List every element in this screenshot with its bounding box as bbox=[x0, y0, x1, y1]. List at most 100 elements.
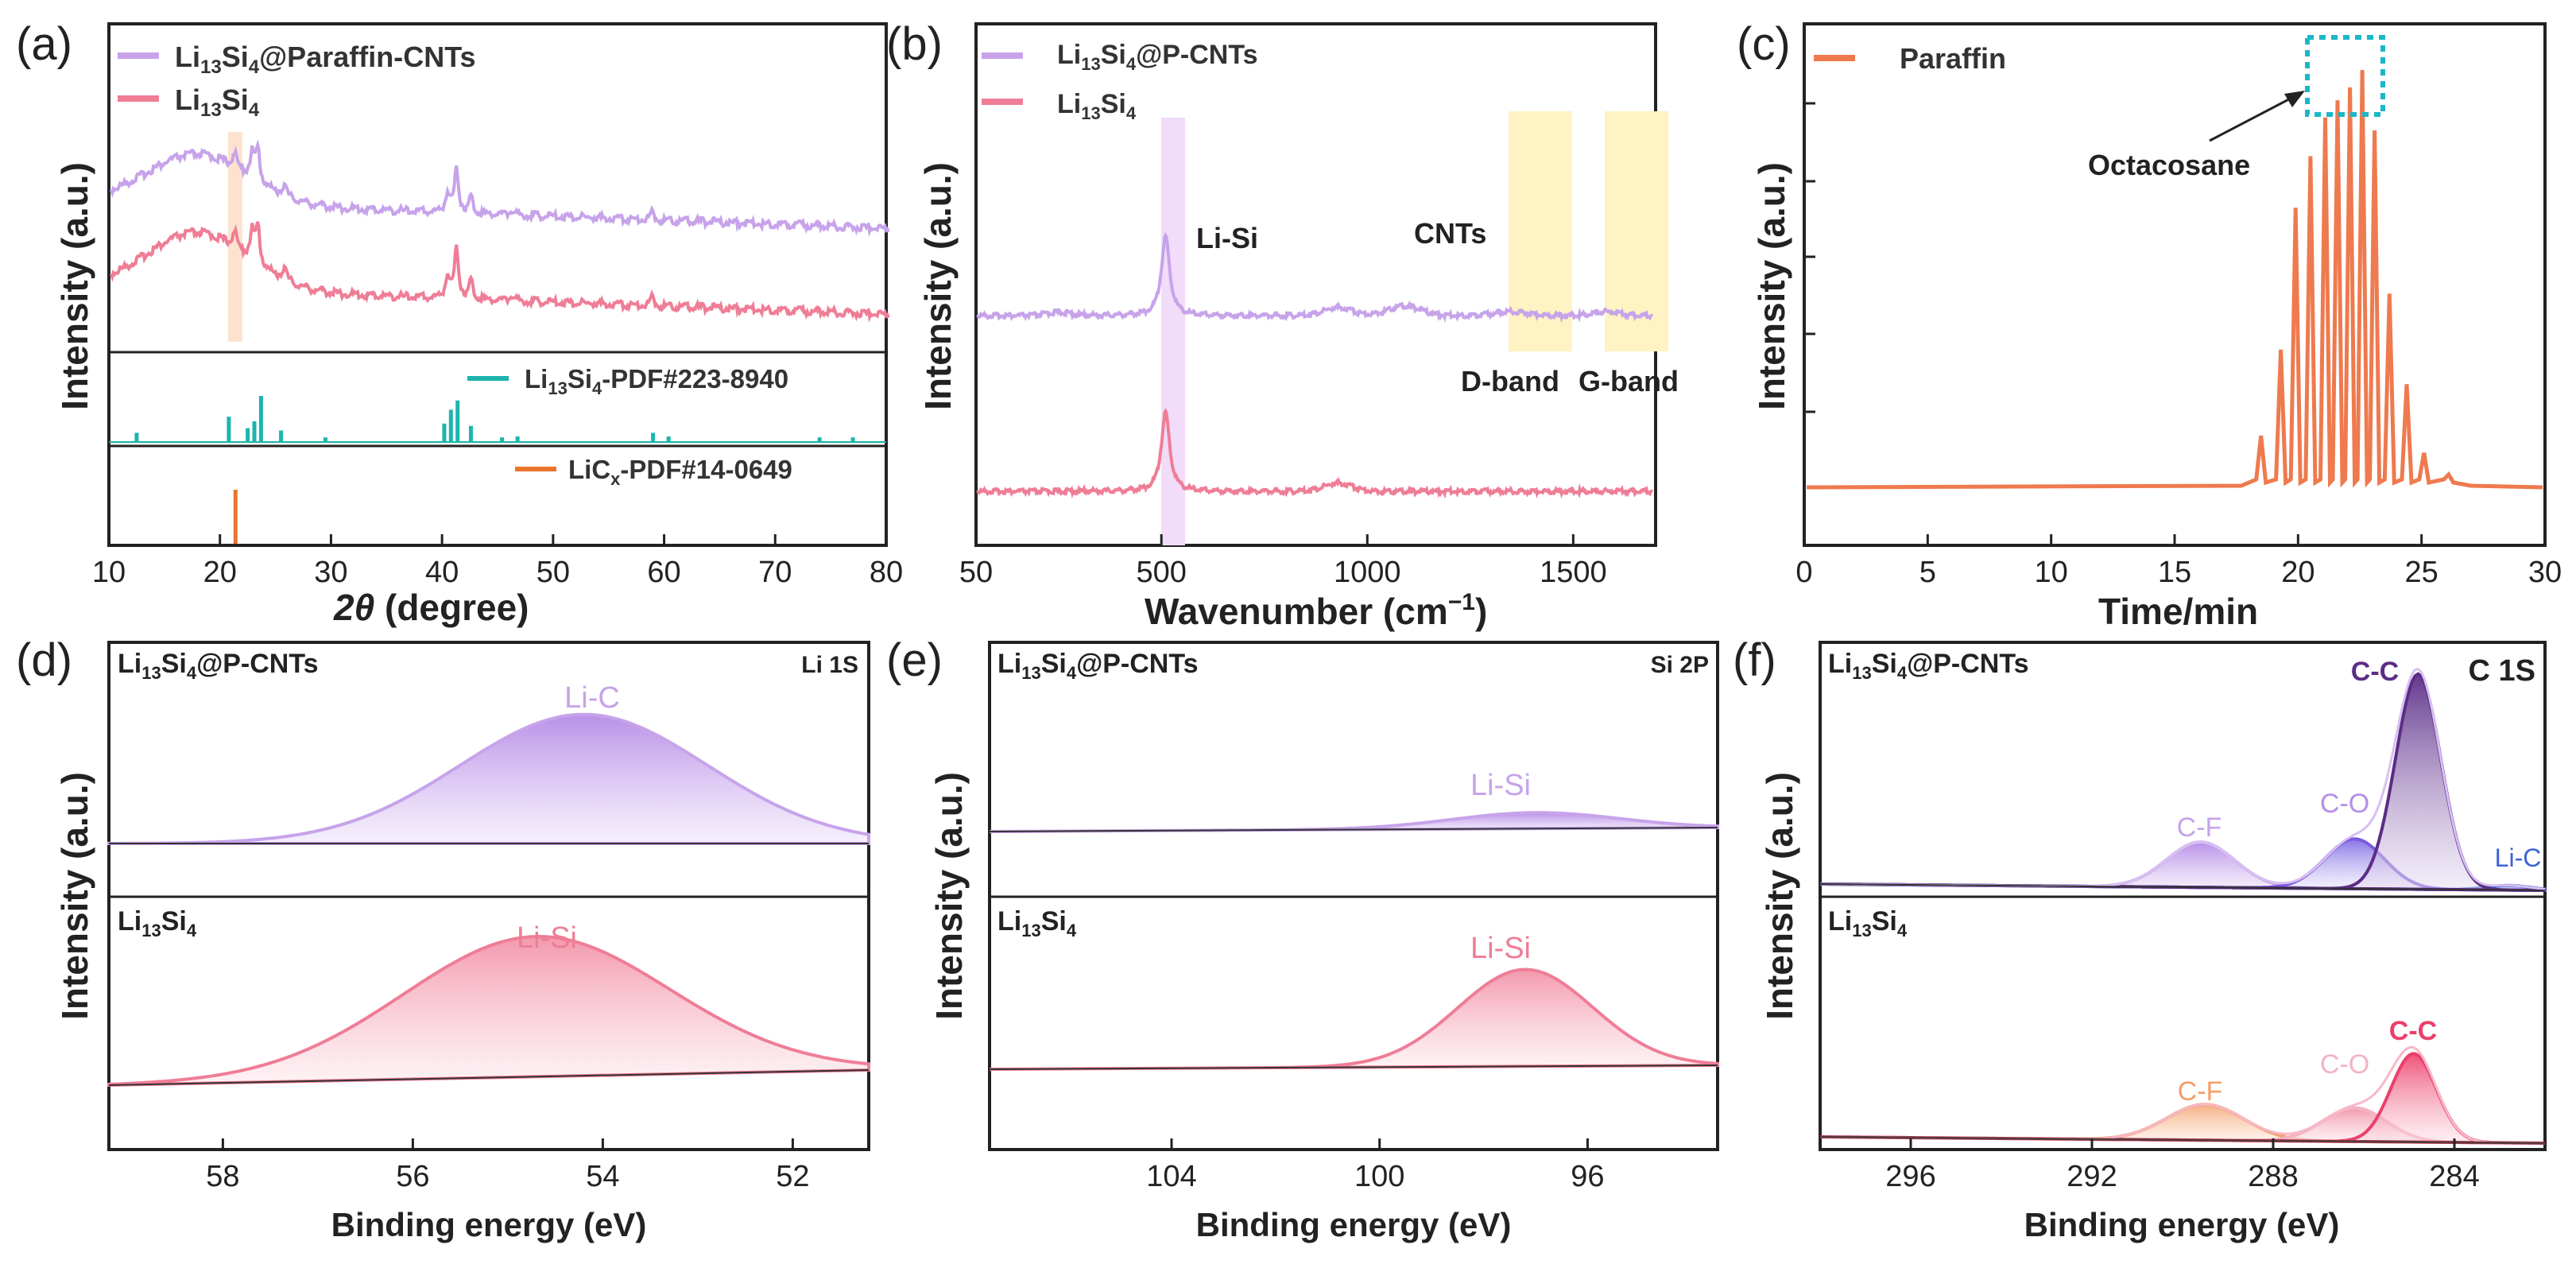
panel-f-x-ticks: 296 292 288 284 bbox=[1885, 1138, 2480, 1193]
panel-e-top-sample: Li13Si4@P-CNTs bbox=[997, 649, 1199, 683]
panel-d-y-axis-label: Intensity (a.u.) bbox=[54, 772, 95, 1020]
panel-f-x-axis-label: Binding energy (eV) bbox=[2024, 1206, 2340, 1243]
panel-d-x-axis-label: Binding energy (eV) bbox=[331, 1206, 647, 1243]
panel-b-raman: (b) Li13Si4@P-CNTs Li13Si4 Li-Si CNTs D-… bbox=[886, 18, 1679, 632]
panel-c-x-tick-label: 0 bbox=[1795, 556, 1812, 589]
panel-f-peak-label-cc-top: C-C bbox=[2351, 657, 2399, 687]
panel-d-top-sample: Li13Si4@P-CNTs bbox=[118, 649, 319, 683]
panel-a-x-tick-label: 50 bbox=[537, 556, 570, 589]
panel-d-xps-li1s: (d) Li13Si4@P-CNTs Li 1S Li13Si4 Li-C Li… bbox=[16, 634, 870, 1243]
panel-c-arrow-line bbox=[2209, 92, 2300, 142]
panel-c-x-tick-label: 30 bbox=[2528, 556, 2562, 589]
panel-d-x-ticks: 58 56 54 52 bbox=[206, 1138, 810, 1193]
panel-c-arrow-head bbox=[2284, 91, 2305, 107]
panel-c-x-tick-label: 25 bbox=[2405, 556, 2438, 589]
panel-d-corner-label: Li 1S bbox=[801, 652, 858, 678]
panel-b-li-si-annotation: Li-Si bbox=[1196, 222, 1258, 254]
panel-f-peak-label-lic-top: Li-C bbox=[2495, 843, 2542, 872]
panel-f-x-tick-label: 288 bbox=[2248, 1160, 2298, 1193]
panel-c-x-tick-label: 5 bbox=[1919, 556, 1936, 589]
panel-c-legend: Paraffin bbox=[1900, 42, 2006, 75]
panel-e-x-axis-label: Binding energy (eV) bbox=[1196, 1206, 1512, 1243]
panel-f-x-tick-label: 292 bbox=[2067, 1160, 2117, 1193]
panel-e-corner-label: Si 2P bbox=[1651, 652, 1709, 678]
panel-e-peak-label-bottom: Li-Si bbox=[1470, 932, 1531, 965]
panel-a-label: (a) bbox=[16, 18, 72, 70]
panel-b-label: (b) bbox=[886, 18, 943, 70]
panel-e-bottom-sample: Li13Si4 bbox=[997, 906, 1077, 940]
panel-d-peak-label-top: Li-C bbox=[564, 681, 620, 715]
panel-f-peak-label-cf-top: C-F bbox=[2177, 812, 2222, 843]
panel-b-x-tick-label: 50 bbox=[959, 556, 993, 589]
panel-b-g-band-label: G-band bbox=[1579, 365, 1679, 397]
panel-f-peak-label-cf-bottom: C-F bbox=[2178, 1076, 2223, 1107]
panel-b-legend-2: Li13Si4 bbox=[1057, 89, 1137, 123]
panel-c-y-axis-label: Intensity (a.u.) bbox=[1751, 162, 1792, 410]
panel-e-x-ticks: 104 100 96 bbox=[1146, 1138, 1605, 1193]
panel-e-label: (e) bbox=[886, 634, 943, 686]
panel-b-x-tick-label: 500 bbox=[1136, 556, 1186, 589]
panel-a-highlight-band bbox=[228, 132, 242, 342]
panel-c-x-ticks: 0 5 10 15 20 25 30 bbox=[1795, 534, 2562, 589]
panel-a-series-li13si4 bbox=[109, 221, 890, 323]
panel-a-x-tick-label: 70 bbox=[758, 556, 792, 589]
panel-b-cnts-annotation: CNTs bbox=[1414, 217, 1486, 250]
panel-f-top-components bbox=[1819, 667, 2547, 893]
panel-e-x-tick-label: 104 bbox=[1146, 1160, 1196, 1193]
panel-a-ref-li13si4 bbox=[134, 396, 855, 442]
panel-f-corner-label: C 1S bbox=[2469, 654, 2535, 688]
panel-e-bottom-baseline bbox=[989, 1064, 1718, 1070]
panel-a-x-tick-label: 20 bbox=[203, 556, 237, 589]
panel-e-top-baseline bbox=[989, 827, 1718, 832]
panel-f-bottom-baseline bbox=[1819, 1135, 2546, 1145]
panel-b-x-axis-label: Wavenumber (cm−1) bbox=[1145, 589, 1487, 632]
panel-a-x-tick-label: 40 bbox=[425, 556, 459, 589]
panel-c-x-tick-label: 15 bbox=[2158, 556, 2191, 589]
panel-f-peak-label-cc-bottom: C-C bbox=[2389, 1016, 2437, 1046]
panel-c-octacosane-label: Octacosane bbox=[2088, 149, 2250, 181]
panel-f-top-baseline bbox=[1819, 883, 2546, 891]
panel-b-y-axis-label: Intensity (a.u.) bbox=[917, 162, 959, 410]
panel-f-peak-label-co-bottom: C-O bbox=[2320, 1049, 2369, 1080]
panel-c-series-paraffin bbox=[1807, 70, 2543, 490]
panel-a-legend-1: Li13Si4@Paraffin-CNTs bbox=[175, 41, 476, 78]
panel-a-frame bbox=[107, 22, 888, 547]
panel-c-octacosane-box bbox=[2305, 35, 2385, 117]
panel-c-label: (c) bbox=[1737, 18, 1791, 70]
panel-f-bottom-components bbox=[1819, 1045, 2546, 1145]
panel-a-x-tick-label: 10 bbox=[92, 556, 126, 589]
panel-a-xrd: (a) Li13Si4@Paraffin-CNTs Li13Si4 Li13Si… bbox=[16, 18, 903, 628]
panel-b-series-composite bbox=[976, 232, 1654, 324]
panel-d-bottom-sample: Li13Si4 bbox=[118, 906, 197, 940]
panel-e-x-tick-label: 96 bbox=[1571, 1160, 1604, 1193]
panel-a-ref1-label: Li13Si4-PDF#223-8940 bbox=[525, 364, 788, 398]
panel-a-x-axis-label: 2θ (degree) bbox=[333, 587, 529, 628]
panel-e-x-tick-label: 100 bbox=[1354, 1160, 1404, 1193]
panel-f-top-sample: Li13Si4@P-CNTs bbox=[1828, 649, 2029, 683]
panel-e-bottom-peak-li-si bbox=[989, 967, 1719, 1071]
panel-b-series-li13si4 bbox=[976, 408, 1654, 499]
panel-d-bottom-peak-li-si bbox=[107, 934, 870, 1088]
panel-f-x-tick-label: 284 bbox=[2429, 1160, 2479, 1193]
panel-e-xps-si2p: (e) Li13Si4@P-CNTs Si 2P Li13Si4 Li-Si L… bbox=[886, 634, 1719, 1243]
panel-f-peak-label-co-top: C-O bbox=[2320, 789, 2369, 819]
panel-d-label: (d) bbox=[16, 634, 72, 686]
panel-d-bottom-baseline bbox=[108, 1069, 870, 1086]
panel-c-x-tick-label: 20 bbox=[2281, 556, 2315, 589]
panel-f-bottom-sample: Li13Si4 bbox=[1828, 906, 1908, 940]
panel-f-label: (f) bbox=[1733, 634, 1776, 686]
panel-c-frame bbox=[1803, 22, 2547, 547]
panel-e-y-axis-label: Intensity (a.u.) bbox=[928, 772, 970, 1020]
panel-a-legend-2: Li13Si4 bbox=[175, 83, 260, 121]
panel-f-xps-c1s: (f) Li13Si4@P-CNTs C 1S Li13Si4 C-C C-O … bbox=[1733, 634, 2547, 1243]
panel-b-x-tick-label: 1500 bbox=[1540, 556, 1607, 589]
panel-d-x-tick-label: 54 bbox=[586, 1160, 619, 1193]
panel-d-x-tick-label: 52 bbox=[776, 1160, 809, 1193]
panel-c-x-tick-label: 10 bbox=[2035, 556, 2068, 589]
panel-e-peak-label-top: Li-Si bbox=[1470, 769, 1531, 802]
panel-a-x-ticks: 10 20 30 40 50 60 70 80 bbox=[92, 534, 903, 589]
panel-d-x-tick-label: 56 bbox=[396, 1160, 429, 1193]
panel-b-x-tick-label: 1000 bbox=[1334, 556, 1401, 589]
panel-a-ref2-label: LiCx-PDF#14-0649 bbox=[568, 455, 792, 489]
panel-a-x-tick-label: 80 bbox=[870, 556, 903, 589]
